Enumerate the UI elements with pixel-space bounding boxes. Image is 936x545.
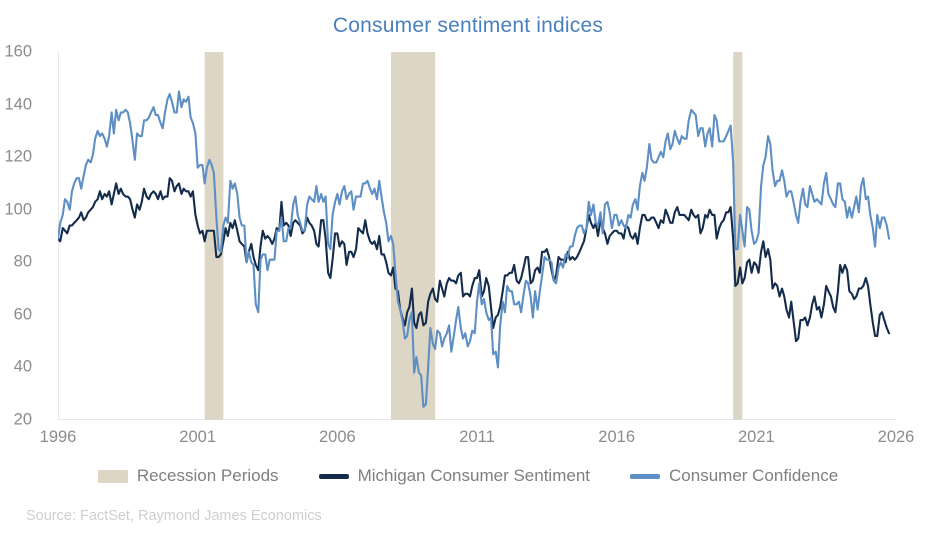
y-tick-label: 40 [13, 357, 32, 376]
source-note: Source: FactSet, Raymond James Economics [26, 508, 322, 524]
y-tick-label: 160 [4, 42, 32, 61]
series-line [56, 90, 891, 408]
y-tick-label: 60 [13, 305, 32, 324]
x-tick-label: 2011 [459, 428, 495, 446]
chart-svg [53, 51, 897, 426]
x-tick-label: 2026 [877, 428, 915, 446]
x-tick-label: 2021 [737, 428, 775, 446]
legend-line-icon [318, 473, 349, 479]
x-tick-label: 2016 [598, 428, 636, 446]
legend-item[interactable]: Recession Periods [97, 466, 279, 486]
y-tick-label: 80 [13, 252, 32, 271]
legend-line-icon [630, 473, 661, 479]
legend-item[interactable]: Michigan Consumer Sentiment [318, 466, 591, 486]
plot-area [53, 51, 897, 426]
chart-title: Consumer sentiment indices [332, 14, 604, 37]
legend-label: Consumer Confidence [669, 466, 839, 485]
y-tick-label: 140 [4, 95, 32, 114]
x-tick-label: 2001 [179, 428, 217, 446]
x-tick-label: 2006 [318, 428, 356, 446]
chart-legend: Recession Periods Michigan Consumer Senti… [0, 466, 936, 486]
y-tick-label: 100 [4, 200, 32, 219]
x-tick-label: 1996 [39, 428, 77, 446]
legend-label: Recession Periods [136, 466, 279, 485]
series-line [56, 177, 891, 343]
legend-item[interactable]: Consumer Confidence [630, 466, 838, 486]
legend-box-icon [97, 469, 128, 483]
legend-label: Michigan Consumer Sentiment [357, 466, 591, 485]
y-tick-label: 20 [13, 410, 32, 429]
y-tick-label: 120 [4, 147, 32, 166]
